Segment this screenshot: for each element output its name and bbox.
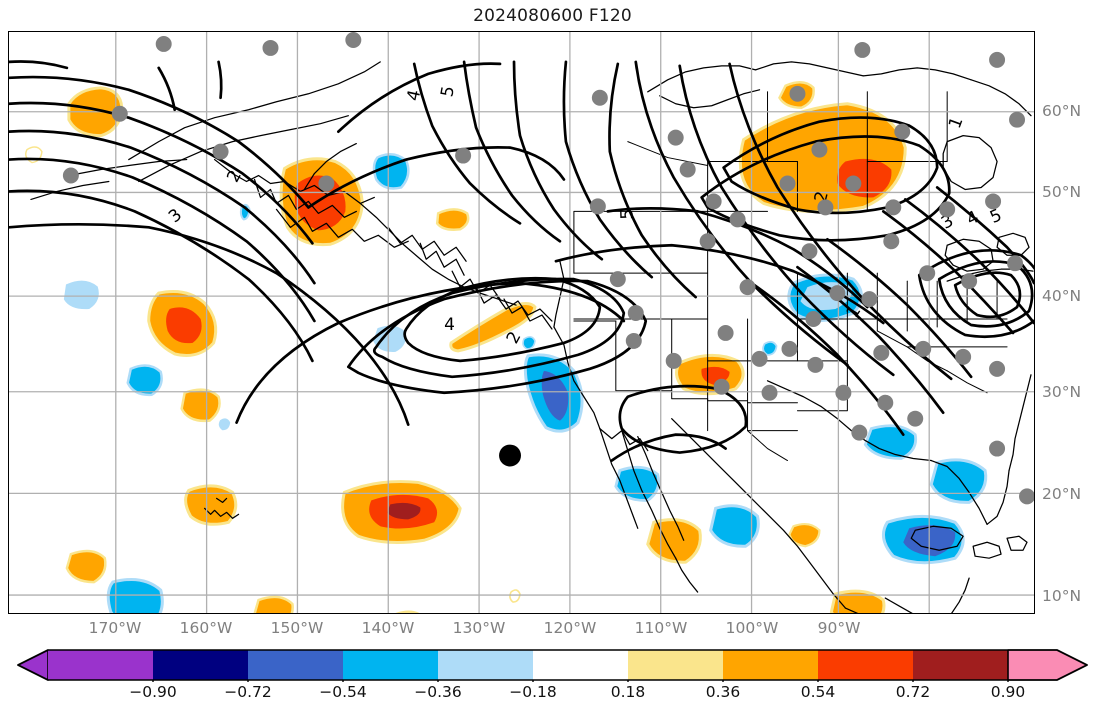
colorbar-tick-4: −0.18 <box>509 683 557 701</box>
lon-tick-90W: 90°W <box>817 619 861 637</box>
lon-tick-170W: 170°W <box>88 619 142 637</box>
colorbar[interactable] <box>8 648 1097 682</box>
lon-tick-160W: 160°W <box>179 619 233 637</box>
lat-tick-50N: 50°N <box>1042 183 1082 201</box>
lon-tick-150W: 150°W <box>270 619 324 637</box>
colorbar-tick-6: 0.36 <box>705 683 741 701</box>
colorbar-tick-labels: −0.90 −0.72 −0.54 −0.36 −0.18 0.18 0.36 … <box>0 683 1105 707</box>
filled-correlation-blobs <box>25 81 988 613</box>
lat-tick-40N: 40°N <box>1042 287 1082 305</box>
map-panel[interactable]: 2 3 4 5 5 4 2 1 4 2 3 4 5 1 <box>8 31 1035 614</box>
colorbar-tick-8: 0.72 <box>895 683 931 701</box>
station-dots <box>62 32 1034 505</box>
map-canvas: 2 3 4 5 5 4 2 1 4 2 3 4 5 1 <box>9 32 1034 613</box>
lat-tick-10N: 10°N <box>1042 587 1082 605</box>
lon-tick-120W: 120°W <box>543 619 597 637</box>
colorbar-tick-1: −0.72 <box>224 683 272 701</box>
colorbar-tick-2: −0.54 <box>319 683 367 701</box>
contour-lines <box>9 60 1034 462</box>
lon-tick-100W: 100°W <box>725 619 779 637</box>
colorbar-extend-low <box>17 649 49 681</box>
colorbar-segments <box>17 649 1088 681</box>
target-point-marker <box>499 444 522 467</box>
colorbar-tick-3: −0.36 <box>414 683 462 701</box>
contour-label-4b: 4 <box>444 314 455 334</box>
lat-tick-60N: 60°N <box>1042 102 1082 120</box>
lon-tick-140W: 140°W <box>361 619 415 637</box>
coastlines-and-borders <box>30 61 1034 613</box>
lat-tick-20N: 20°N <box>1042 485 1082 503</box>
contour-label-5: 5 <box>436 84 458 98</box>
colorbar-tick-7: 0.54 <box>800 683 836 701</box>
contour-label-4: 4 <box>403 88 425 103</box>
colorbar-tick-9: 0.90 <box>990 683 1026 701</box>
figure-title: 2024080600 F120 <box>473 6 632 26</box>
lat-tick-30N: 30°N <box>1042 383 1082 401</box>
colorbar-ticks <box>152 680 1009 682</box>
contour-label-5b: 5 <box>616 208 636 219</box>
colorbar-extend-high <box>1007 649 1088 681</box>
lon-tick-130W: 130°W <box>452 619 506 637</box>
map-gridlines <box>9 32 1034 613</box>
lon-tick-110W: 110°W <box>634 619 688 637</box>
colorbar-tick-0: −0.90 <box>129 683 177 701</box>
colorbar-tick-5: 0.18 <box>610 683 646 701</box>
